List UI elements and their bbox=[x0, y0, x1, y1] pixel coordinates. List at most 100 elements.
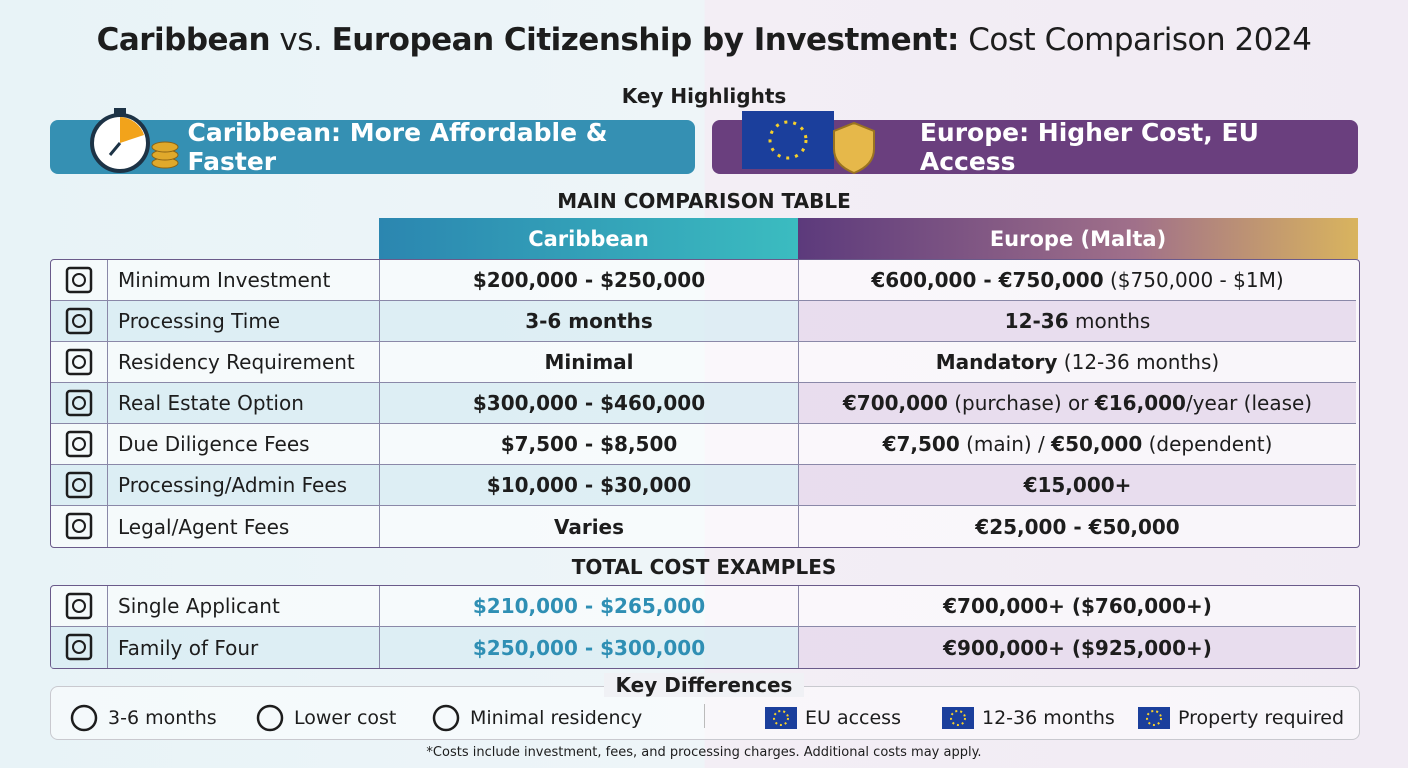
key-text: Property required bbox=[1178, 707, 1345, 729]
text-part: €600,000 - €750,000 bbox=[871, 268, 1104, 292]
text-part: $7,500 - $8,500 bbox=[500, 432, 678, 456]
text-part: /year (lease) bbox=[1185, 391, 1313, 415]
caribbean-value: Varies bbox=[380, 506, 799, 547]
title: Caribbean vs. European Citizenship by In… bbox=[0, 22, 1408, 58]
row-label: Single Applicant bbox=[108, 586, 380, 627]
icon-cell bbox=[51, 342, 108, 383]
text-part: $250,000 - $300,000 bbox=[472, 635, 706, 660]
row-label: Minimum Investment bbox=[108, 260, 380, 301]
row-label: Family of Four bbox=[108, 627, 380, 668]
text-part: €900,000+ ($925,000+) bbox=[943, 635, 1212, 660]
key-icon bbox=[1138, 707, 1170, 729]
europe-value: €900,000+ ($925,000+) bbox=[799, 627, 1356, 668]
europe-value: €25,000 - €50,000 bbox=[799, 506, 1356, 547]
europe-banner-text: Europe: Higher Cost, EU Access bbox=[919, 118, 1259, 176]
key-text: Minimal residency bbox=[470, 707, 643, 729]
text-part: ($750,000 - $1M) bbox=[1103, 268, 1284, 292]
row-icon bbox=[65, 430, 93, 458]
column-header: Europe (Malta) bbox=[798, 218, 1358, 259]
europe-value: €700,000 (purchase) or €16,000/year (lea… bbox=[799, 383, 1356, 424]
caribbean-value: $200,000 - $250,000 bbox=[380, 260, 799, 301]
key-text: Lower cost bbox=[294, 707, 397, 729]
row-icon bbox=[65, 307, 93, 335]
caribbean-value: $210,000 - $265,000 bbox=[380, 586, 799, 627]
key-item: 12-36 months bbox=[942, 704, 1115, 732]
row-icon bbox=[65, 512, 93, 540]
caribbean-value: Minimal bbox=[380, 342, 799, 383]
text-part: (12-36 months) bbox=[1057, 350, 1220, 374]
key-icon bbox=[256, 704, 284, 732]
key-icon bbox=[70, 704, 98, 732]
row-icon bbox=[65, 471, 93, 499]
key-icon bbox=[942, 707, 974, 729]
key-item: Minimal residency bbox=[430, 704, 642, 732]
text-part: Caribbean bbox=[96, 22, 271, 58]
europe-value: €700,000+ ($760,000+) bbox=[799, 586, 1356, 627]
caribbean-value: $250,000 - $300,000 bbox=[380, 627, 799, 668]
key-differences-title: Key Differences bbox=[604, 673, 804, 697]
key-text: 12-36 months bbox=[982, 707, 1115, 729]
text-part: €50,000 bbox=[1051, 432, 1143, 456]
key-icon bbox=[765, 707, 797, 729]
row-label: Processing Time bbox=[108, 301, 380, 342]
text-part: vs. bbox=[270, 22, 332, 58]
row-label: Residency Requirement bbox=[108, 342, 380, 383]
text-part: (main) / bbox=[959, 432, 1052, 456]
europe-banner: Europe: Higher Cost, EU Access bbox=[712, 111, 1358, 176]
text-part: $200,000 - $250,000 bbox=[472, 268, 706, 292]
footnote: *Costs include investment, fees, and pro… bbox=[426, 745, 982, 760]
text-part: €700,000+ ($760,000+) bbox=[943, 594, 1212, 618]
caribbean-value: $300,000 - $460,000 bbox=[380, 383, 799, 424]
text-part: Varies bbox=[553, 514, 625, 539]
row-icon bbox=[65, 266, 93, 294]
key-icon bbox=[432, 704, 460, 732]
row-label: Real Estate Option bbox=[108, 383, 380, 424]
text-part: $10,000 - $30,000 bbox=[486, 473, 692, 497]
text-part: months bbox=[1068, 309, 1151, 333]
caribbean-value: 3-6 months bbox=[380, 301, 799, 342]
key-text: EU access bbox=[805, 707, 901, 729]
text-part: Mandatory bbox=[935, 350, 1058, 374]
column-header: Caribbean bbox=[379, 218, 798, 259]
row-label: Processing/Admin Fees bbox=[108, 465, 380, 506]
caribbean-banner: Caribbean: More Affordable & Faster bbox=[50, 108, 695, 176]
icon-cell bbox=[51, 586, 108, 627]
main-table-title: MAIN COMPARISON TABLE bbox=[557, 189, 851, 213]
europe-value: €600,000 - €750,000 ($750,000 - $1M) bbox=[799, 260, 1356, 301]
key-item: Lower cost bbox=[254, 704, 396, 732]
caribbean-value: $10,000 - $30,000 bbox=[380, 465, 799, 506]
row-label: Due Diligence Fees bbox=[108, 424, 380, 465]
icon-cell bbox=[51, 260, 108, 301]
row-icon bbox=[65, 633, 93, 661]
text-part: European Citizenship by Investment: bbox=[331, 22, 960, 58]
text-part: 12-36 bbox=[1004, 309, 1069, 333]
text-part: €25,000 - €50,000 bbox=[975, 514, 1180, 539]
text-part: $300,000 - $460,000 bbox=[472, 391, 706, 415]
text-part: (purchase) or bbox=[947, 391, 1095, 415]
icon-cell bbox=[51, 506, 108, 547]
text-part: €700,000 bbox=[842, 391, 948, 415]
text-part: Minimal bbox=[544, 350, 634, 374]
europe-value: €7,500 (main) / €50,000 (dependent) bbox=[799, 424, 1356, 465]
divider bbox=[704, 704, 705, 728]
caribbean-banner-text: Caribbean: More Affordable & Faster bbox=[187, 118, 608, 176]
highlights-title: Key Highlights bbox=[621, 84, 787, 108]
text-part: $210,000 - $265,000 bbox=[472, 594, 706, 618]
row-icon bbox=[65, 592, 93, 620]
key-item: EU access bbox=[765, 704, 901, 732]
key-item: 3-6 months bbox=[68, 704, 217, 732]
row-icon bbox=[65, 389, 93, 417]
text-part: Cost Comparison 2024 bbox=[958, 22, 1312, 58]
row-label: Legal/Agent Fees bbox=[108, 506, 380, 547]
key-text: 3-6 months bbox=[108, 707, 217, 729]
text-part: €7,500 bbox=[882, 432, 960, 456]
main-table: Minimum Investment $200,000 - $250,000 €60… bbox=[50, 259, 1360, 548]
text-part: €16,000 bbox=[1094, 391, 1186, 415]
key-item: Property required bbox=[1138, 704, 1344, 732]
europe-value: 12-36 months bbox=[799, 301, 1356, 342]
text-part: (dependent) bbox=[1142, 432, 1273, 456]
caribbean-value: $7,500 - $8,500 bbox=[380, 424, 799, 465]
row-icon bbox=[65, 348, 93, 376]
text-part: 3-6 months bbox=[525, 309, 653, 333]
